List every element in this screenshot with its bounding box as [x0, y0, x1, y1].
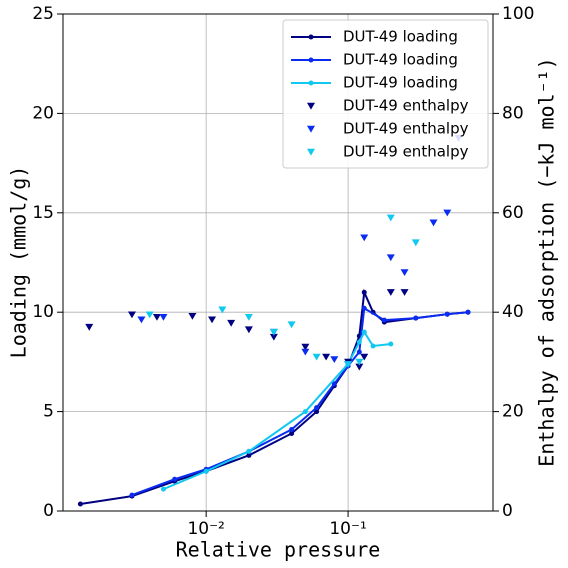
- loading-point: [356, 349, 362, 355]
- loading-point: [331, 381, 337, 387]
- loading-point: [77, 501, 83, 507]
- loading-point: [361, 305, 367, 311]
- enthalpy-point: [400, 289, 409, 296]
- enthalpy-point: [137, 316, 146, 324]
- loading-point: [172, 476, 178, 482]
- enthalpy-point: [301, 343, 310, 351]
- enthalpy-point: [386, 214, 395, 222]
- loading-point: [444, 311, 450, 317]
- loading-point: [356, 339, 362, 345]
- y-tick-label: 20: [32, 103, 54, 123]
- enthalpy-point: [287, 321, 296, 329]
- legend-marker: [307, 148, 315, 156]
- legend-label: DUT-49 enthalpy: [343, 97, 469, 115]
- loading-point: [129, 492, 135, 498]
- loading-point: [302, 409, 308, 415]
- enthalpy-point: [312, 353, 321, 361]
- enthalpy-point: [269, 328, 278, 336]
- y-tick-label: 10: [32, 302, 54, 322]
- loading-point: [289, 426, 295, 432]
- loading-point: [381, 317, 387, 323]
- legend-box: [282, 19, 489, 169]
- enthalpy-point: [386, 289, 395, 296]
- y-tick-label: 5: [43, 402, 54, 422]
- legend-label: DUT-49 loading: [343, 28, 458, 46]
- enthalpy-point: [411, 239, 420, 247]
- loading-point: [314, 405, 320, 411]
- legend-label: DUT-49 enthalpy: [343, 143, 469, 161]
- enthalpy-point: [301, 348, 310, 356]
- legend-dot: [308, 34, 314, 40]
- enthalpy-point: [227, 319, 236, 327]
- x-tick-label: 10⁻²: [187, 519, 224, 539]
- enthalpy-point: [344, 361, 353, 368]
- loading-point: [289, 430, 295, 436]
- y-tick-label: 25: [32, 4, 54, 24]
- enthalpy-point: [145, 311, 154, 319]
- legend-label: DUT-49 loading: [343, 51, 458, 69]
- enthalpy-point: [355, 358, 364, 366]
- enthalpy-point: [188, 312, 197, 320]
- loading-point: [246, 452, 252, 458]
- enthalpy-point: [322, 353, 331, 361]
- loading-point: [361, 329, 367, 335]
- legend-label: DUT-49 loading: [343, 74, 458, 92]
- plot: [77, 135, 471, 507]
- loading-point: [361, 289, 367, 295]
- legend-dot: [308, 80, 314, 86]
- enthalpy-point: [244, 313, 253, 321]
- y2-tick-label: 80: [502, 103, 524, 123]
- legend-marker: [307, 102, 315, 110]
- legend-dot: [308, 57, 314, 63]
- x-axis-label: Relative pressure: [176, 538, 381, 562]
- plot-frame: [62, 13, 494, 512]
- y2-tick-label: 60: [502, 203, 524, 223]
- enthalpy-point: [400, 269, 409, 277]
- enthalpy-point: [443, 209, 452, 217]
- loading-point: [465, 309, 471, 315]
- loading-point: [388, 341, 394, 347]
- enthalpy-point: [85, 323, 94, 331]
- enthalpy-point: [159, 313, 168, 321]
- loading-point: [314, 409, 320, 415]
- y2-tick-label: 40: [502, 302, 524, 322]
- y-axis-label: Loading (mmol/g): [7, 166, 31, 359]
- enthalpy-point: [152, 313, 161, 321]
- enthalpy-point: [127, 311, 136, 319]
- enthalpy-point: [208, 316, 217, 324]
- enthalpy-point: [429, 219, 438, 227]
- loading-line: [80, 288, 469, 506]
- x-tick-label: 10⁻¹: [329, 519, 366, 539]
- loading-point: [203, 468, 209, 474]
- enthalpy-point: [244, 326, 253, 334]
- enthalpy-point: [269, 333, 278, 341]
- loading-point: [246, 448, 252, 454]
- legend-marker: [307, 125, 315, 133]
- enthalpy-point: [386, 254, 395, 262]
- legend-label: DUT-49 enthalpy: [343, 120, 469, 138]
- y2-axis-label: Enthalpy of adsorption (−kJ mol⁻¹): [535, 57, 559, 466]
- enthalpy-point: [218, 306, 227, 314]
- loading-line: [131, 306, 469, 497]
- loading-point: [370, 343, 376, 349]
- y-tick-label: 0: [43, 501, 54, 521]
- enthalpy-point: [360, 353, 369, 361]
- y-tick-label: 15: [32, 203, 54, 223]
- loading-point: [413, 315, 419, 321]
- loading-point: [160, 486, 166, 492]
- y2-tick-label: 0: [502, 501, 513, 521]
- enthalpy-point: [360, 234, 369, 242]
- y2-tick-label: 20: [502, 402, 524, 422]
- enthalpy-point: [355, 363, 364, 371]
- enthalpy-point: [330, 356, 339, 364]
- y2-tick-label: 100: [502, 4, 534, 24]
